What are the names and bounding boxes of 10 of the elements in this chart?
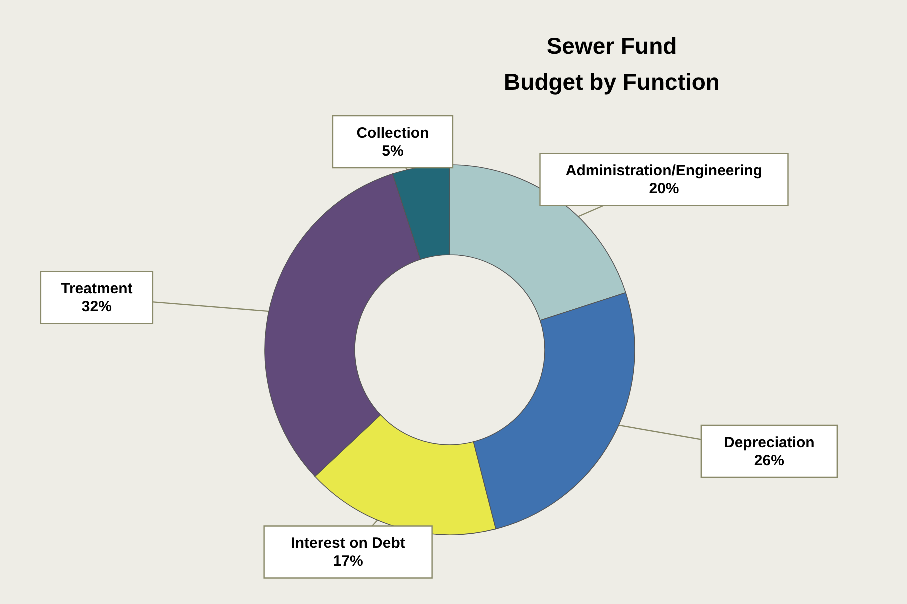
data-label: 20%: [649, 180, 680, 198]
chart-title: Sewer Fund Budget by Function: [504, 33, 720, 95]
data-label: 32%: [82, 298, 112, 316]
slice-label: Collection: [356, 124, 430, 142]
slice-label: Administration/Engineering: [566, 162, 763, 180]
slice-label: Treatment: [61, 280, 133, 298]
data-label: 26%: [754, 452, 784, 470]
data-label: 17%: [333, 553, 364, 570]
data-label: 5%: [382, 142, 404, 160]
slice-label: Depreciation: [724, 434, 815, 452]
